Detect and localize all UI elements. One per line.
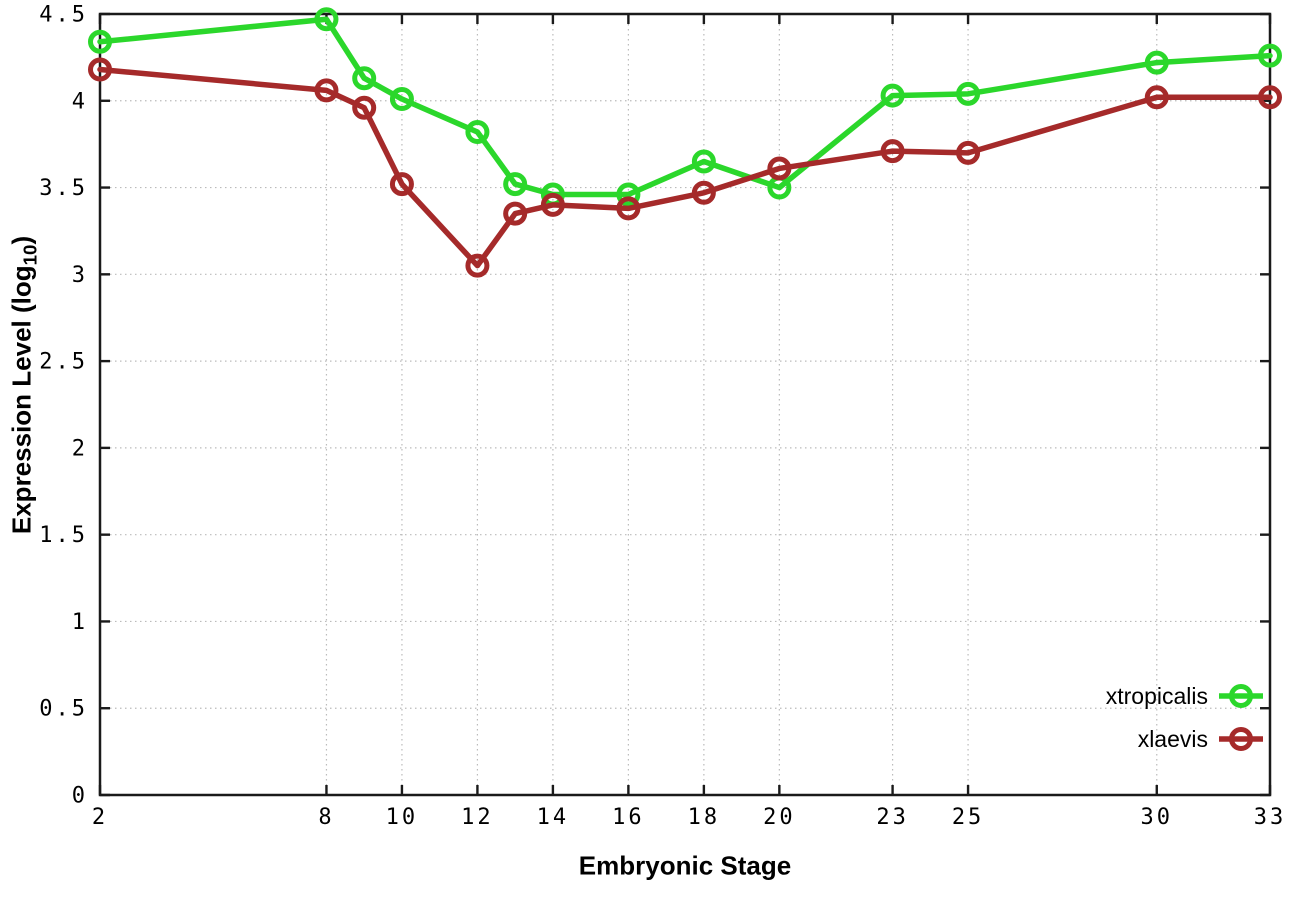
x-tick-label: 18 (688, 805, 721, 830)
data-point (352, 95, 377, 120)
data-point (314, 7, 339, 32)
x-tick-label: 14 (537, 805, 570, 830)
x-tick-label: 20 (763, 805, 796, 830)
data-point (956, 81, 981, 106)
data-point (540, 192, 565, 217)
y-tick-label: 4 (72, 89, 88, 114)
tick-marks (98, 12, 1272, 797)
legend-label: xtropicalis (1106, 683, 1208, 709)
data-point (767, 156, 792, 181)
data-point (691, 180, 716, 205)
y-axis-title-close: ) (6, 235, 37, 245)
series-line (97, 16, 1273, 198)
x-tick-label: 12 (461, 805, 494, 830)
y-tick-label: 2.5 (39, 350, 88, 375)
data-point (389, 172, 414, 197)
x-tick-label: 10 (386, 805, 419, 830)
x-tick-label: 33 (1254, 805, 1287, 830)
y-axis-tick-labels: 0 0.5 1 1.5 2 2.5 3 3.5 4 4.5 (39, 3, 88, 809)
legend-label: xlaevis (1138, 726, 1208, 752)
y-axis-title-subscript: 10 (19, 244, 41, 266)
x-tick-label: 23 (876, 805, 909, 830)
data-point (1144, 85, 1169, 110)
series-xlaevis (88, 57, 1282, 278)
y-axis-title: Expression Level (log10) (6, 236, 41, 534)
data-point (1144, 50, 1169, 75)
data-point (352, 66, 377, 91)
data-point (88, 57, 112, 82)
y-tick-label: 1.5 (39, 523, 88, 548)
y-tick-label: 0 (72, 784, 88, 809)
x-tick-label: 8 (318, 805, 334, 830)
data-point (616, 182, 641, 207)
y-tick-label: 0.5 (39, 697, 88, 722)
y-tick-label: 3 (72, 263, 88, 288)
data-point (88, 29, 112, 54)
x-tick-label: 16 (612, 805, 645, 830)
data-point (956, 140, 981, 165)
gridlines (99, 13, 1271, 796)
data-point (616, 196, 641, 221)
data-point (503, 201, 528, 226)
legend-item-xtropicalis: xtropicalis (1106, 683, 1263, 709)
data-point (1258, 85, 1282, 110)
data-point (389, 87, 414, 112)
data-point (1258, 43, 1282, 68)
legend-marker-circle (1229, 684, 1253, 708)
data-point (880, 83, 905, 108)
data-point (691, 149, 716, 174)
legend: xtropicalis xlaevis (1106, 683, 1263, 752)
y-tick-label: 2 (72, 436, 88, 461)
plot-border (98, 12, 1272, 797)
legend-marker-circle (1229, 727, 1253, 751)
data-point (314, 78, 339, 103)
x-axis-tick-labels: 2 8 10 12 14 16 18 20 23 25 30 33 (92, 805, 1287, 830)
x-tick-label: 2 (92, 805, 108, 830)
legend-item-xlaevis: xlaevis (1138, 726, 1263, 752)
y-tick-label: 3.5 (39, 176, 88, 201)
x-tick-label: 25 (952, 805, 985, 830)
series-xtropicalis (88, 7, 1282, 207)
y-axis-title-text: Expression Level (log (6, 265, 37, 535)
x-axis-title: Embryonic Stage (578, 850, 792, 881)
y-tick-label: 4.5 (39, 3, 88, 28)
data-point (465, 253, 490, 278)
data-point (465, 120, 490, 145)
y-tick-label: 1 (72, 610, 88, 635)
data-point (503, 172, 528, 197)
x-tick-label: 30 (1141, 805, 1174, 830)
data-point (880, 139, 905, 164)
series-line (97, 66, 1273, 269)
